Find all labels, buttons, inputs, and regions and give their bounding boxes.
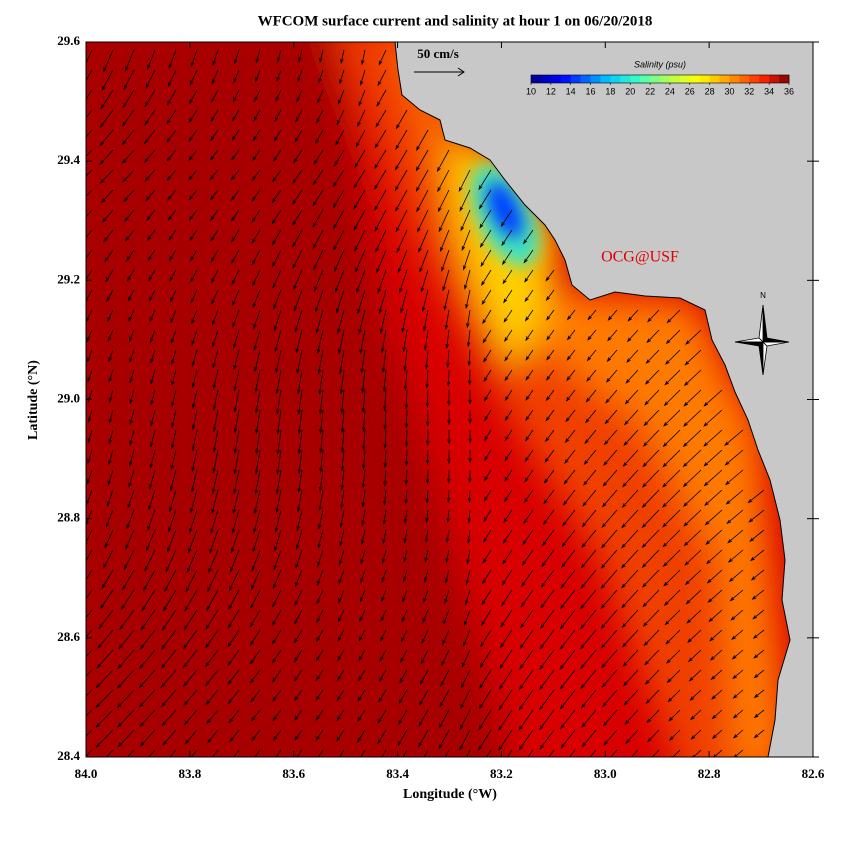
x-tick-label: 82.6	[802, 766, 825, 781]
scale-arrow	[414, 67, 465, 77]
x-tick-label: 83.0	[594, 766, 617, 781]
colorbar-segment	[531, 75, 542, 83]
x-tick-label: 82.8	[698, 766, 721, 781]
colorbar-segment	[679, 75, 691, 83]
colorbar-tick-label: 24	[665, 86, 675, 96]
y-tick-label: 28.6	[57, 629, 80, 644]
colorbar-segment	[749, 75, 760, 83]
watermark: OCG@USF	[601, 249, 679, 266]
y-tick-label: 29.4	[57, 152, 80, 167]
colorbar-segment	[620, 75, 631, 83]
y-tick-label: 28.8	[57, 510, 80, 525]
colorbar-tick-label: 20	[625, 86, 635, 96]
colorbar-segment	[590, 75, 601, 83]
colorbar-segment	[769, 75, 780, 83]
y-axis-label: Latitude (°N)	[26, 360, 41, 440]
colorbar-tick-label: 10	[526, 86, 536, 96]
colorbar-tick-label: 32	[744, 86, 754, 96]
colorbar-segment	[540, 75, 552, 83]
compass-rose	[734, 304, 790, 376]
salinity-field	[86, 42, 813, 757]
y-tick-label: 29.2	[57, 271, 80, 286]
y-tick-label: 29.6	[57, 33, 80, 48]
chart-title: WFCOM surface current and salinity at ho…	[258, 13, 653, 29]
colorbar-segment	[570, 75, 581, 83]
colorbar-segment	[600, 75, 611, 83]
colorbar-title: Salinity (psu)	[634, 59, 686, 69]
colorbar-segment	[689, 75, 700, 83]
x-axis-label: Longitude (°W)	[403, 787, 497, 802]
colorbar-segment	[699, 75, 710, 83]
north-label: N	[760, 291, 766, 300]
current-vectors	[86, 49, 765, 757]
colorbar-tick-label: 18	[605, 86, 615, 96]
y-tick-label: 28.4	[57, 748, 80, 763]
axes: 84.0 83.8 83.6 83.4 83.2 83.0 82.8 82.6 28.4 28.6…	[57, 33, 825, 781]
colorbar-tick-label: 22	[645, 86, 655, 96]
x-tick-label: 84.0	[75, 766, 98, 781]
colorbar-tick-label: 30	[724, 86, 734, 96]
colorbar-frame	[530, 74, 790, 84]
colorbar-segment	[739, 75, 750, 83]
colorbar-tick-label: 14	[566, 86, 576, 96]
colorbar-segment	[709, 75, 720, 83]
colorbar-segment	[610, 75, 621, 83]
x-tick-label: 83.6	[282, 766, 305, 781]
colorbar-segment	[650, 75, 661, 83]
colorbar-tick-label: 36	[784, 86, 794, 96]
current-arrows	[86, 49, 765, 757]
colorbar-segment	[550, 75, 562, 83]
colorbar-segment	[669, 75, 681, 83]
colorbar-tick-label: 16	[586, 86, 596, 96]
colorbar-tick-label: 26	[685, 86, 695, 96]
x-tick-label: 83.8	[178, 766, 201, 781]
scale-label: 50 cm/s	[417, 46, 459, 61]
colorbar-tick-label: 12	[546, 86, 556, 96]
x-tick-label: 83.4	[386, 766, 409, 781]
colorbar-segment	[719, 75, 730, 83]
colorbar-tick-label: 28	[705, 86, 715, 96]
colorbar-tick-label: 34	[764, 86, 774, 96]
y-tick-label: 29.0	[57, 390, 80, 405]
colorbar-segment	[660, 75, 671, 83]
x-tick-label: 83.2	[490, 766, 513, 781]
colorbar-segment	[580, 75, 591, 83]
colorbar-segment	[560, 75, 571, 83]
colorbar-segment	[779, 75, 790, 83]
land	[394, 42, 813, 757]
colorbar: 10 12 14 16 18 20 22 24 26 28 30 32 34 36	[526, 74, 794, 96]
colorbar-segment	[640, 75, 651, 83]
colorbar-segment	[630, 75, 641, 83]
colorbar-segment	[729, 75, 740, 83]
colorbar-segment	[759, 75, 770, 83]
